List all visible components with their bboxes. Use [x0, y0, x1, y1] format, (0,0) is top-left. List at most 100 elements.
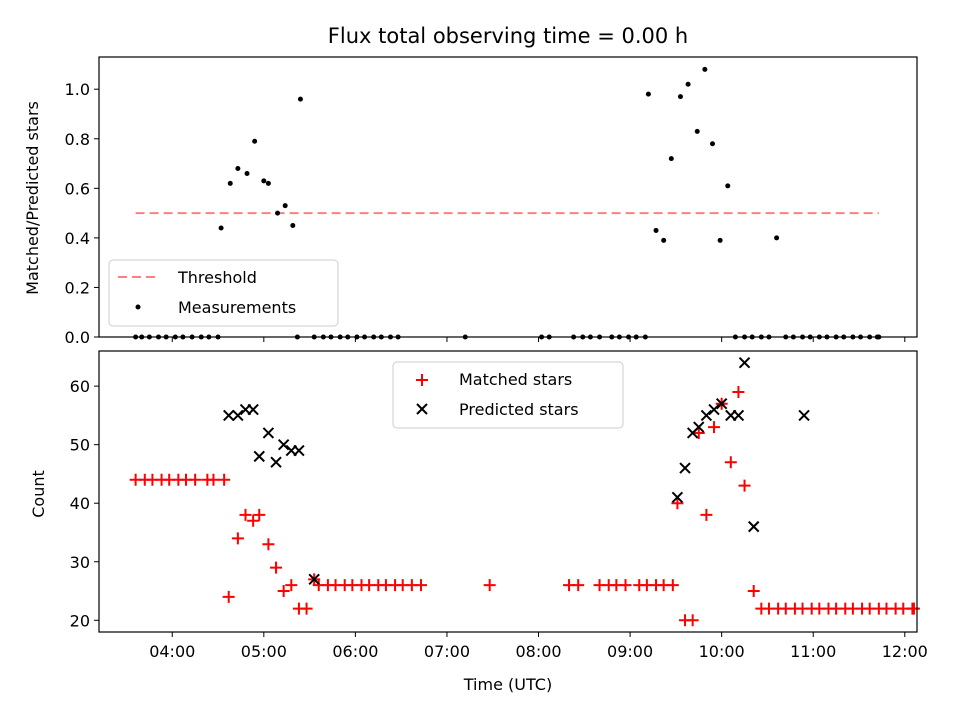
matched-star-point — [415, 579, 428, 592]
matched-star-point — [239, 508, 252, 521]
bottom-legend-box — [392, 361, 624, 429]
measurement-point — [774, 235, 780, 241]
bottom-panel: Count Time (UTC) 04:00 05:00 06:00 07:00 08:… — [29, 350, 928, 694]
predicted-star-point — [247, 403, 259, 416]
measurement-point — [677, 94, 683, 100]
predicted-star-point — [232, 409, 244, 422]
predicted-star-point — [732, 409, 745, 422]
predicted-star-point — [747, 520, 760, 533]
matched-star-point — [666, 579, 679, 592]
bottom-plot-marks — [129, 357, 920, 627]
x-axis-label: Time (UTC) — [463, 675, 552, 694]
measurement-point — [645, 91, 651, 97]
top-y-tick-label: 0.6 — [65, 179, 90, 198]
bottom-y-tick-label: 40 — [70, 494, 90, 513]
x-tick-label: 05:00 — [241, 642, 287, 661]
chart-title: Flux total observing time = 0.00 h — [328, 24, 688, 48]
bottom-y-tick-label: 30 — [70, 553, 90, 572]
measurement-point — [668, 156, 674, 162]
top-y-tick-label: 0.4 — [65, 229, 90, 248]
legend-measurements-label: Measurements — [178, 298, 296, 317]
top-y-tick-label: 0.8 — [65, 130, 90, 149]
predicted-star-point — [738, 357, 751, 369]
predicted-star-point — [277, 438, 290, 451]
measurement-point — [235, 166, 241, 172]
matched-legend-marker — [416, 374, 428, 386]
x-tick-label: 07:00 — [424, 642, 470, 661]
matched-star-point — [300, 602, 313, 615]
x-tick-label: 11:00 — [790, 642, 836, 661]
legend-matched-label: Matched stars — [459, 370, 572, 389]
top-legend: Threshold Measurements — [108, 259, 339, 327]
bottom-y-tick-label: 20 — [70, 611, 90, 630]
measurement-point — [218, 225, 224, 231]
predicted-star-point — [700, 409, 713, 422]
matched-star-point — [218, 473, 231, 486]
predicted-legend-marker — [416, 403, 428, 415]
measurement-point — [661, 237, 667, 243]
matched-star-point — [270, 561, 283, 574]
matched-star-point — [207, 473, 220, 486]
matched-star-point — [285, 579, 298, 592]
bottom-y-tick-label: 60 — [70, 377, 90, 396]
matched-star-point — [724, 456, 737, 469]
measurement-point — [252, 138, 258, 144]
matched-star-point — [483, 579, 496, 592]
matched-star-point — [738, 479, 751, 492]
measurement-point — [275, 210, 281, 216]
predicted-star-point — [253, 450, 265, 463]
measurement-point — [694, 128, 700, 134]
predicted-star-point — [262, 427, 275, 439]
matched-star-point — [619, 579, 632, 592]
predicted-star-point — [308, 573, 320, 586]
top-axis-ticks: 0.0 0.2 0.4 0.6 0.8 1.0 — [65, 80, 906, 347]
matched-star-point — [747, 585, 760, 598]
bottom-plot-frame — [98, 350, 918, 633]
matched-star-point — [700, 508, 713, 521]
measurement-point — [725, 183, 731, 189]
matched-star-point — [247, 514, 260, 527]
predicted-star-point — [270, 456, 282, 468]
matched-star-point — [189, 473, 202, 486]
predicted-star-point — [693, 421, 705, 433]
x-tick-label: 09:00 — [607, 642, 653, 661]
legend-threshold-label: Threshold — [177, 268, 257, 287]
predicted-star-point — [223, 409, 235, 422]
matched-star-point — [686, 614, 699, 627]
matched-star-point — [732, 385, 745, 398]
measurement-point — [282, 203, 288, 209]
measurement-point — [653, 227, 659, 233]
bottom-axis-ticks: 04:00 05:00 06:00 07:00 08:00 09:00 10:00 11:00… — [70, 377, 928, 661]
x-tick-label: 04:00 — [149, 642, 195, 661]
predicted-star-point — [679, 462, 691, 474]
measurement-point — [717, 237, 723, 243]
predicted-star-point — [715, 397, 728, 410]
matched-star-point — [231, 532, 244, 545]
top-y-axis-label: Matched/Predicted stars — [23, 101, 42, 295]
x-tick-label: 06:00 — [332, 642, 378, 661]
top-y-tick-label: 0.0 — [65, 328, 90, 347]
bottom-y-tick-label: 50 — [70, 436, 90, 455]
measurements-legend-dot — [135, 304, 141, 310]
matched-star-point — [572, 579, 585, 592]
top-panel: Flux total observing time = 0.00 h Match… — [23, 24, 918, 347]
x-tick-label: 08:00 — [515, 642, 561, 661]
top-y-tick-label: 1.0 — [65, 80, 90, 99]
matched-star-point — [671, 497, 684, 510]
legend-predicted-label: Predicted stars — [459, 400, 579, 419]
measurement-point — [261, 178, 267, 184]
matched-star-point — [907, 602, 920, 615]
x-tick-label: 12:00 — [882, 642, 928, 661]
measurement-point — [227, 180, 233, 186]
top-y-tick-label: 0.2 — [65, 278, 90, 297]
predicted-star-point — [708, 403, 720, 416]
x-tick-label: 10:00 — [699, 642, 745, 661]
measurement-point — [265, 180, 271, 186]
matched-star-point — [692, 426, 705, 439]
measurement-point — [685, 81, 691, 87]
measurement-point — [290, 222, 296, 228]
matched-star-point — [253, 508, 266, 521]
bottom-y-axis-label: Count — [29, 470, 48, 518]
measurement-point — [710, 141, 715, 147]
